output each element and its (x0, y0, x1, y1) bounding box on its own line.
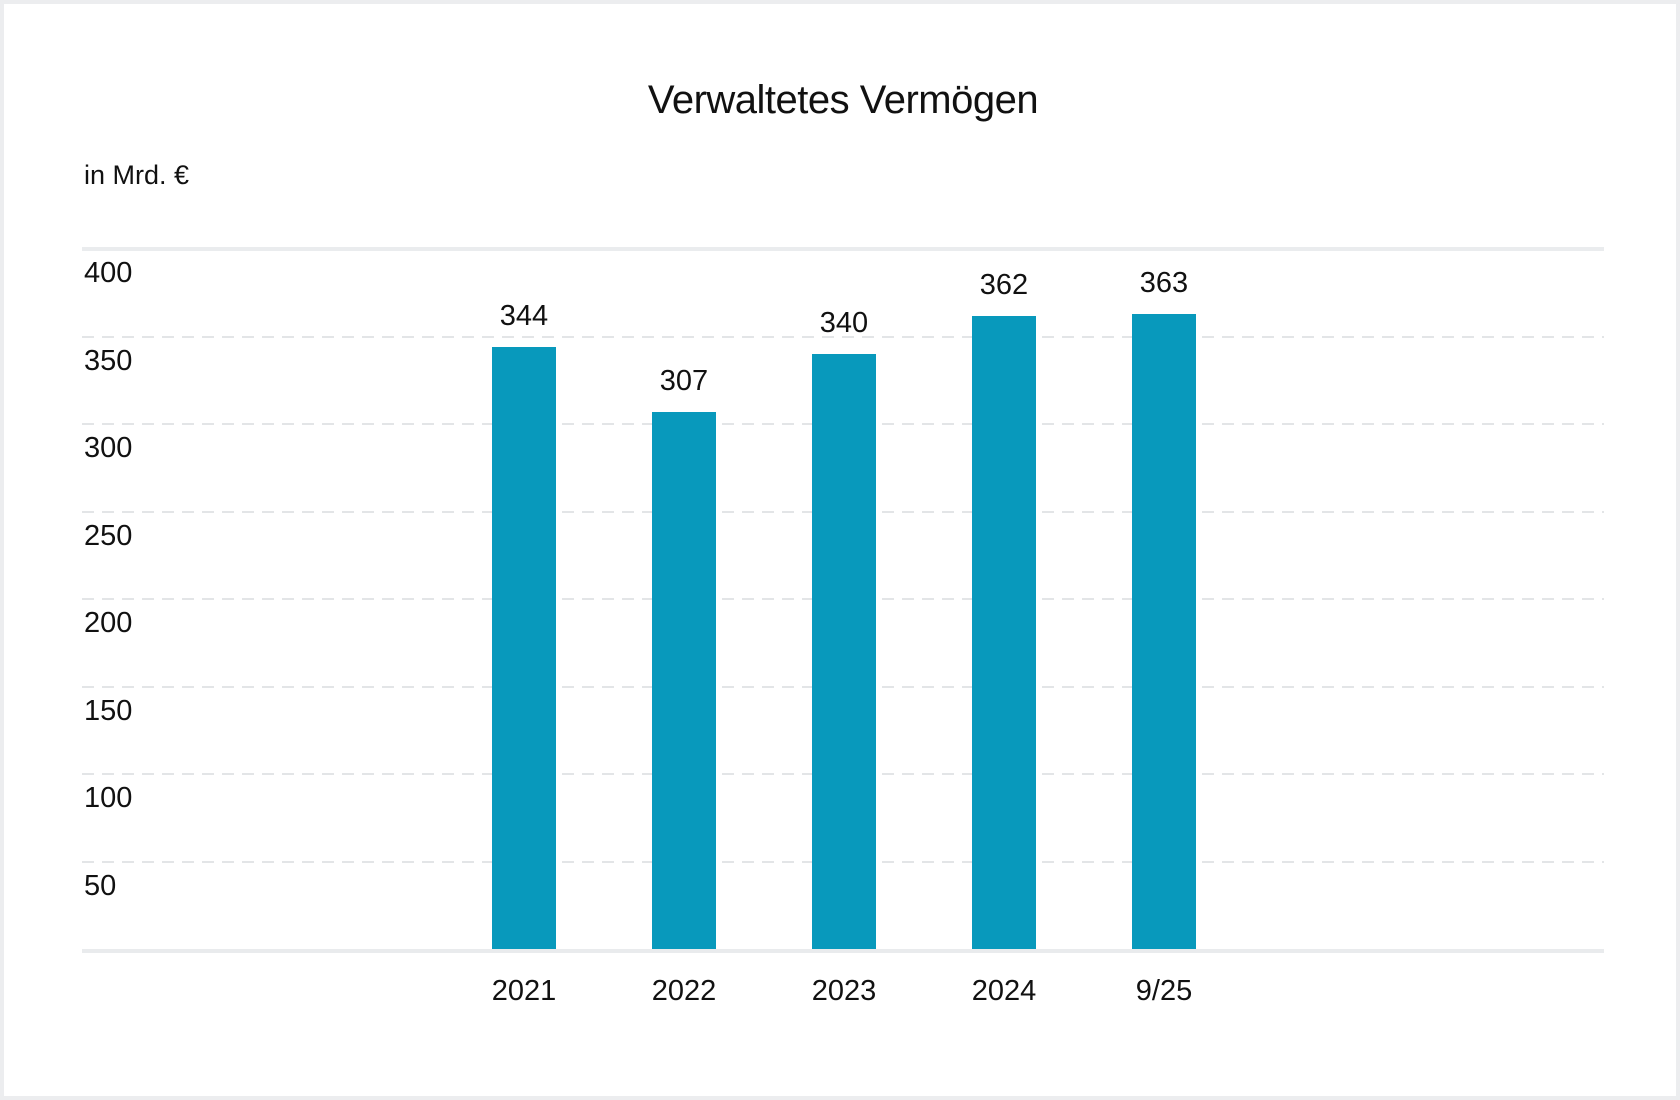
y-axis-tick-label: 300 (84, 432, 133, 464)
x-axis-tick-label: 2024 (971, 975, 1037, 1007)
bar-value-label: 307 (659, 364, 709, 397)
x-axis-baseline (82, 949, 1604, 953)
chart-title: Verwaltetes Vermögen (647, 78, 1039, 122)
bar-9/25 (1132, 313, 1196, 949)
y-axis-tick-label: 150 (84, 694, 133, 727)
bar-2023 (812, 354, 876, 949)
unit-label: in Mrd. € (84, 160, 190, 190)
x-axis-tick-label: 2023 (811, 975, 877, 1007)
gridline-350 (82, 335, 1604, 338)
y-axis-tick-label: 350 (84, 344, 133, 377)
x-axis-tick-label: 2021 (491, 975, 557, 1007)
plot-area: 400 350 300 250 200 150 100 50 344 2021 307 2022 340… (82, 247, 1604, 1006)
y-axis-tick-label: 400 (84, 257, 133, 289)
bar-2022 (652, 411, 716, 949)
x-axis-tick-label: 2022 (651, 975, 717, 1007)
bar-value-label: 363 (1139, 266, 1189, 299)
y-axis-tick-label: 250 (84, 519, 133, 552)
bar-value-label: 340 (819, 307, 869, 339)
gridline-400 (82, 247, 1604, 251)
y-axis-tick-label: 200 (84, 607, 133, 639)
bar-value-label: 344 (499, 300, 549, 332)
x-axis-tick-label: 9/25 (1135, 975, 1193, 1007)
bar-value-label: 362 (979, 268, 1029, 301)
y-axis-tick-label: 100 (84, 782, 133, 814)
bar-2021 (492, 347, 556, 949)
y-axis-tick-label: 50 (84, 869, 117, 902)
bar-2024 (972, 315, 1036, 949)
